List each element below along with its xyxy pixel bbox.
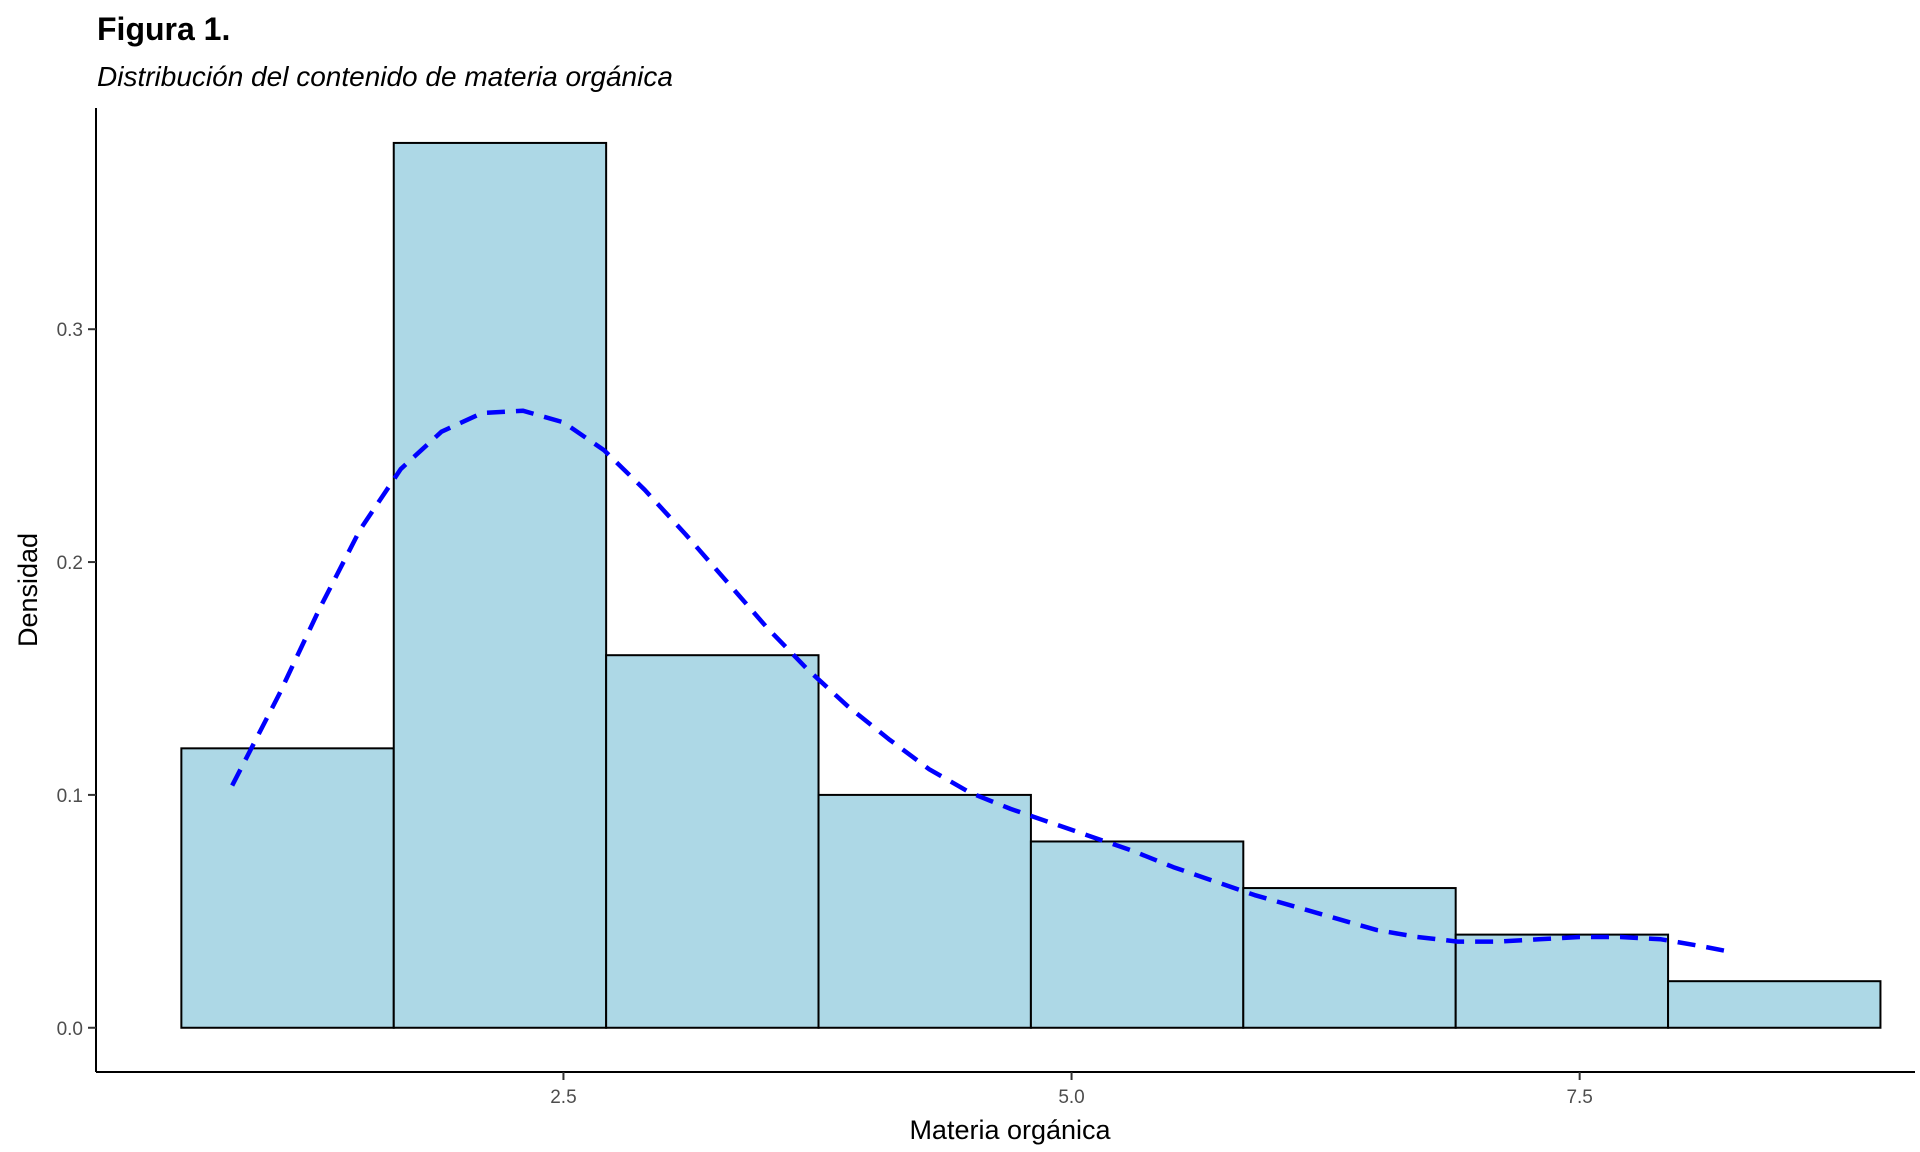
x-tick-label: 2.5	[550, 1087, 576, 1108]
histogram-bars	[180, 141, 1882, 1029]
y-tick-label: 0.1	[57, 786, 83, 807]
y-tick-label: 0.3	[57, 320, 83, 341]
x-tick-label: 5.0	[1058, 1087, 1084, 1108]
x-axis-label: Materia orgánica	[909, 1115, 1111, 1145]
histogram-bar	[817, 793, 1032, 1029]
y-axis-ticks: 0.0 0.1 0.2 0.3	[57, 320, 96, 1040]
histogram-bar	[1242, 887, 1457, 1029]
histogram-bar	[1667, 980, 1882, 1029]
histogram-bar	[1454, 933, 1670, 1029]
chart-title: Figura 1.	[97, 11, 230, 47]
density-curve-group	[230, 408, 1727, 954]
y-tick-label: 0.0	[57, 1019, 83, 1040]
histogram-bar	[180, 747, 395, 1029]
density-curve	[230, 408, 1727, 954]
y-tick-label: 0.2	[57, 553, 83, 574]
x-axis-ticks: 2.5 5.0 7.5	[550, 1072, 1593, 1108]
axes	[95, 108, 1915, 1073]
chart-subtitle: Distribución del contenido de materia or…	[97, 61, 673, 92]
y-axis-label: Densidad	[13, 533, 43, 647]
histogram-bar	[392, 141, 608, 1029]
histogram-bar	[1029, 840, 1245, 1029]
x-tick-label: 7.5	[1566, 1087, 1592, 1108]
histogram-bar	[605, 654, 820, 1029]
